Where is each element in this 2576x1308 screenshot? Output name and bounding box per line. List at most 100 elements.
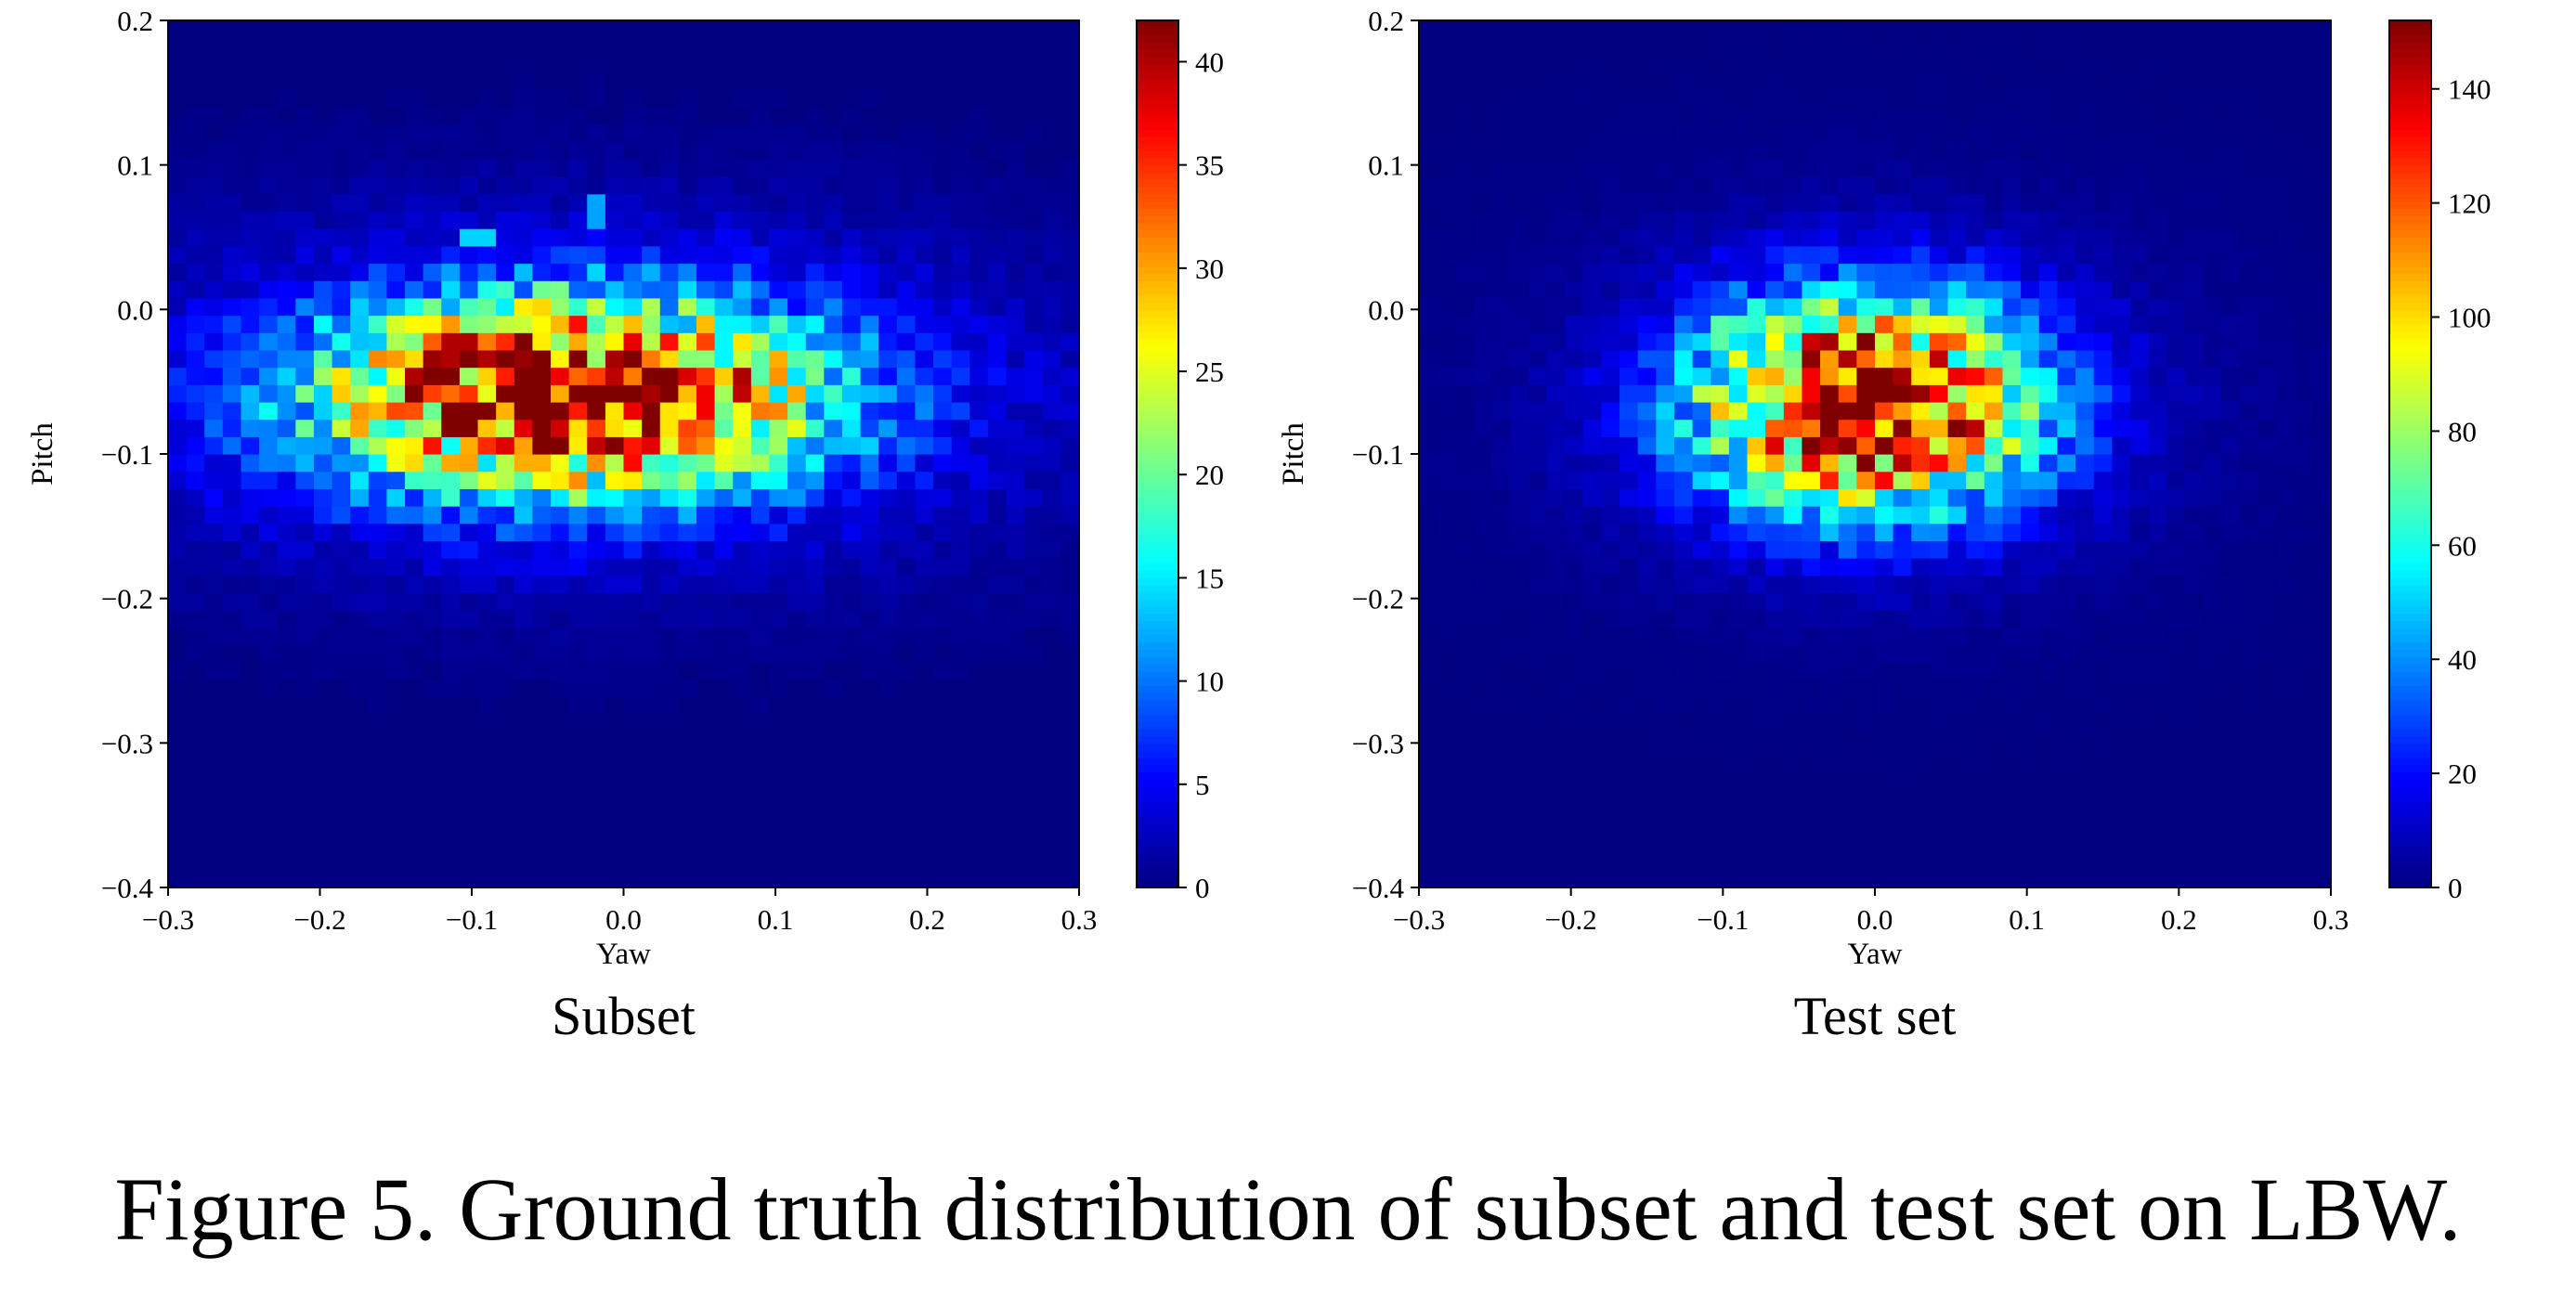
heatmap-cell [496,610,515,628]
heatmap-cell [1711,72,1730,91]
heatmap-cell [2166,384,2186,403]
heatmap-cell [987,193,1008,213]
heatmap-cell [1060,159,1080,177]
heatmap-cell [459,540,479,559]
heatmap-cell [259,315,279,333]
heatmap-cell [1820,436,1840,455]
heatmap-cell [1875,193,1894,213]
heatmap-cell [259,211,279,229]
heatmap-cell [2257,436,2277,455]
heatmap-cell [1510,89,1529,108]
heatmap-cell [2312,644,2332,663]
heatmap-cell [1765,731,1785,750]
heatmap-cell [405,488,424,507]
heatmap-cell [1637,367,1657,385]
heatmap-cell [2021,662,2040,680]
colorbar-segment [1137,714,1178,722]
heatmap-cell [1656,159,1675,177]
heatmap-cell [1984,523,2004,541]
heatmap-cell [605,263,625,281]
heatmap-cell [568,488,588,507]
heatmap-cell [1473,176,1493,195]
heatmap-cell [1455,367,1475,385]
heatmap-cell [1565,211,1584,229]
heatmap-cell [1620,540,1639,559]
heatmap-cell [733,384,752,403]
heatmap-cell [951,471,970,489]
heatmap-cell [1783,714,1803,732]
heatmap-cell [168,401,188,421]
heatmap-cell [915,245,934,265]
heatmap-cell [2129,193,2150,213]
heatmap-cell [350,124,370,143]
heatmap-cell [1966,211,1985,229]
heatmap-cell [769,176,788,195]
heatmap-cell [1565,488,1584,507]
heatmap-cell [222,662,242,680]
heatmap-cell [1911,436,1931,455]
heatmap-cell [277,89,296,108]
heatmap-cell [1673,731,1694,750]
heatmap-cell [1620,558,1639,576]
heatmap-cell [1856,193,1876,213]
heatmap-cell [987,506,1008,524]
heatmap-cell [477,644,497,663]
heatmap-cell [2075,349,2095,369]
heatmap-cell [1911,592,1931,611]
heatmap-cell [1802,89,1821,108]
heatmap-cell [2021,436,2040,455]
heatmap-cell [1911,55,1931,73]
heatmap-cell [2057,610,2076,628]
heatmap-cell [1620,401,1639,421]
heatmap-cell [2002,384,2022,403]
heatmap-cell [1765,176,1785,195]
heatmap-cell [1656,263,1675,281]
heatmap-cell [1875,731,1894,750]
heatmap-cell [2221,280,2241,299]
heatmap-cell [532,540,552,559]
heatmap-cell [1856,471,1876,489]
heatmap-cell [1728,176,1749,195]
heatmap-cell [2257,280,2277,299]
heatmap-cell [1929,228,1949,247]
colorbar-segment [1137,865,1178,874]
heatmap-cell [1060,349,1080,369]
heatmap-cell [1783,315,1803,333]
heatmap-cell [2221,384,2241,403]
heatmap-cell [2038,367,2058,385]
heatmap-cell [295,627,315,646]
heatmap-cell [1802,644,1821,663]
heatmap-cell [532,610,552,628]
heatmap-cell [1747,211,1766,229]
heatmap-cell [2093,280,2113,299]
heatmap-cell [1728,662,1749,680]
heatmap-cell [241,488,260,507]
heatmap-cell [1711,193,1730,213]
heatmap-cell [1856,367,1876,385]
heatmap-cell [1747,558,1766,576]
subfigure-caption: Subset [552,986,696,1046]
heatmap-cell [1838,714,1857,732]
heatmap-cell [1042,488,1061,507]
colorbar-segment [1137,655,1178,665]
heatmap-cell [186,592,205,611]
heatmap-cell [222,332,242,351]
heatmap-cell [2221,176,2241,195]
heatmap-cell [313,297,333,317]
colorbar-segment [2389,836,2431,846]
heatmap-cell [1656,55,1675,73]
heatmap-cell [350,263,370,281]
heatmap-cell [733,349,752,369]
heatmap-cell [204,592,224,611]
heatmap-cell [368,644,388,663]
heatmap-cell [2075,523,2095,541]
heatmap-cell [295,228,315,247]
heatmap-cell [1911,748,1931,767]
heatmap-cell [1491,506,1511,524]
heatmap-cell [1528,644,1548,663]
heatmap-cell [1637,176,1657,195]
heatmap-cell [1620,471,1639,489]
heatmap-cell [2221,419,2241,437]
heatmap-cell [1546,263,1566,281]
heatmap-cell [2038,211,2058,229]
